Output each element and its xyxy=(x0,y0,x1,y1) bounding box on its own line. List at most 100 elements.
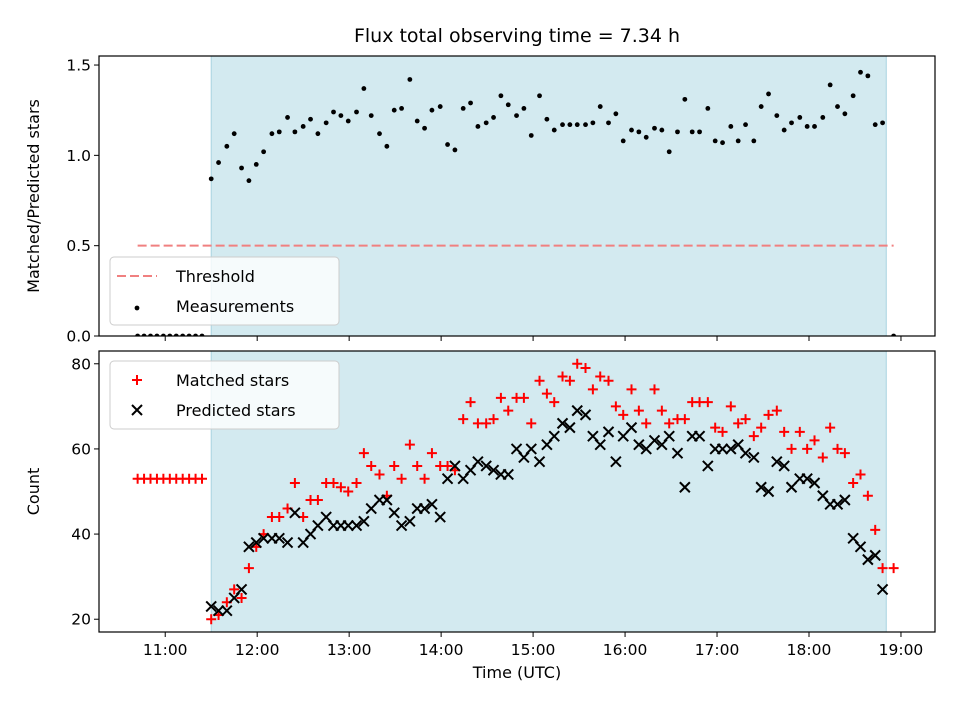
data-point xyxy=(735,138,741,144)
data-point xyxy=(766,91,771,97)
data-point xyxy=(594,438,606,451)
data-point xyxy=(675,129,680,135)
x-tick-label: 18:00 xyxy=(787,641,832,659)
data-point xyxy=(505,102,511,108)
data-point xyxy=(693,430,706,442)
x-tick-label: 15:00 xyxy=(511,641,556,659)
data-point xyxy=(518,392,529,403)
data-point xyxy=(671,447,684,459)
data-point xyxy=(308,116,313,122)
data-point xyxy=(809,435,820,446)
data-point xyxy=(740,414,751,425)
data-point xyxy=(235,583,248,596)
data-point xyxy=(452,147,458,153)
data-point xyxy=(850,93,856,99)
data-point xyxy=(274,512,285,523)
data-point xyxy=(414,118,420,124)
data-point xyxy=(289,507,301,519)
data-point xyxy=(544,116,550,122)
data-point xyxy=(345,118,351,124)
data-point xyxy=(541,388,552,399)
data-point xyxy=(429,107,435,113)
data-point xyxy=(725,401,736,412)
data-point xyxy=(426,498,438,510)
data-point xyxy=(343,486,354,497)
data-point xyxy=(243,563,254,574)
data-point xyxy=(351,477,362,488)
data-point xyxy=(756,422,767,433)
data-point xyxy=(771,455,783,468)
data-point xyxy=(618,409,629,420)
x-tick-label: 17:00 xyxy=(695,641,740,659)
data-point xyxy=(503,405,514,416)
data-point xyxy=(285,115,290,120)
data-point xyxy=(388,507,400,519)
data-point xyxy=(323,120,329,126)
data-point xyxy=(633,438,645,451)
data-point xyxy=(702,397,713,408)
data-point xyxy=(557,371,568,382)
data-point xyxy=(758,104,764,109)
data-point xyxy=(483,120,489,126)
data-point xyxy=(404,515,416,528)
data-point xyxy=(460,105,466,111)
data-point xyxy=(808,477,821,489)
data-point xyxy=(399,105,404,111)
data-point xyxy=(206,614,217,625)
data-point xyxy=(229,584,240,595)
chart-title: Flux total observing time = 7.34 h xyxy=(354,25,680,47)
x-tick-label: 16:00 xyxy=(603,641,648,659)
y-tick-label: 40 xyxy=(71,526,91,544)
series-predicted-stars xyxy=(205,404,889,617)
legend-label: Matched stars xyxy=(176,371,289,390)
data-point xyxy=(564,375,575,386)
data-point xyxy=(848,477,859,488)
data-point xyxy=(870,524,881,535)
data-point xyxy=(656,405,667,416)
data-point xyxy=(502,468,514,481)
y-tick-label: 1.0 xyxy=(66,147,91,165)
data-point xyxy=(412,460,423,471)
data-point xyxy=(710,422,721,433)
x-tick-label: 19:00 xyxy=(879,641,924,659)
data-point xyxy=(827,82,833,88)
data-point xyxy=(389,460,400,471)
data-point xyxy=(250,536,262,549)
data-point xyxy=(748,451,760,464)
data-point xyxy=(514,113,519,119)
data-point xyxy=(755,481,767,493)
data-point xyxy=(659,127,665,133)
data-point xyxy=(649,384,660,395)
data-point xyxy=(820,115,826,120)
data-point xyxy=(574,122,580,128)
data-point xyxy=(801,473,813,485)
data-point xyxy=(437,104,443,109)
data-point xyxy=(312,519,324,532)
data-point xyxy=(358,448,369,459)
bottom-panel-count-chart: 20 40 60 80 11:00 12:00 13:00 14:00 15:00 16:00 17… xyxy=(24,350,936,682)
data-point xyxy=(197,473,208,484)
data-point xyxy=(480,460,492,472)
data-point xyxy=(804,124,810,129)
data-point xyxy=(422,125,427,131)
data-point xyxy=(261,149,267,155)
data-point xyxy=(216,160,221,165)
data-point xyxy=(831,498,844,510)
data-point xyxy=(802,443,813,454)
data-point xyxy=(396,473,407,484)
data-point xyxy=(812,124,817,129)
data-point xyxy=(276,129,282,135)
data-point xyxy=(728,124,734,129)
data-point xyxy=(606,120,611,126)
data-point xyxy=(498,93,504,99)
top-panel-ratio-chart: 0.0 0.5 1.0 1.5 Flux total observing time = … xyxy=(24,25,936,346)
data-point xyxy=(625,421,638,434)
data-point xyxy=(374,469,385,480)
data-point xyxy=(771,405,782,416)
data-point xyxy=(825,422,836,433)
data-point xyxy=(468,100,473,106)
data-point xyxy=(663,430,675,442)
legend-swatch-dot xyxy=(134,305,140,311)
data-point xyxy=(533,455,546,468)
data-point xyxy=(597,104,603,109)
